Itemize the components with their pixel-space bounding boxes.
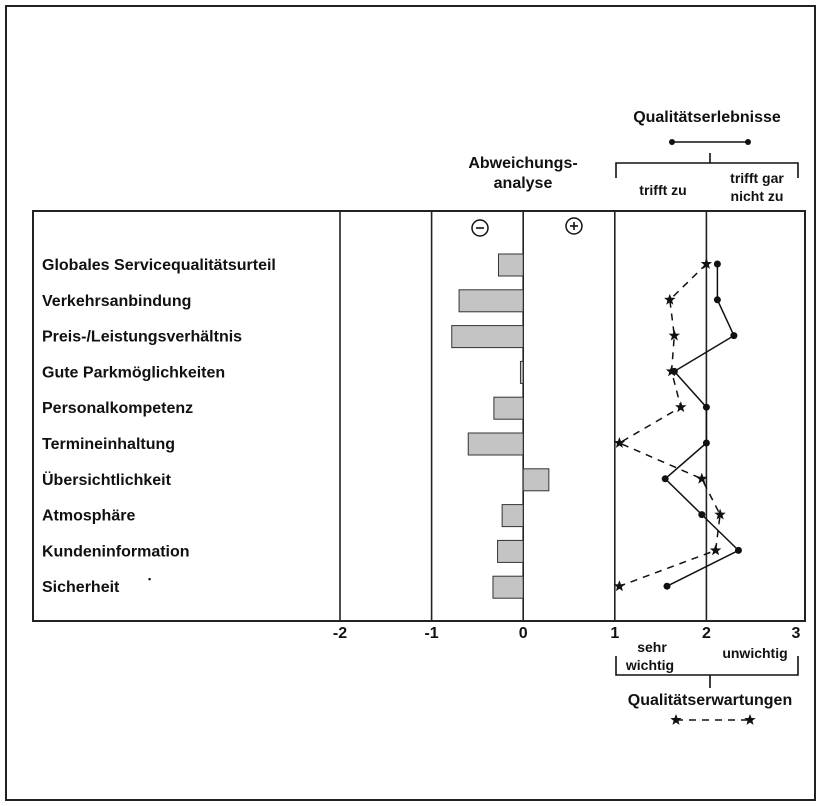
experiences-point bbox=[661, 475, 669, 483]
legend-expectations-marker bbox=[670, 714, 756, 725]
deviation-bar bbox=[493, 396, 524, 420]
category-label: Preis-/Leistungsverhältnis bbox=[42, 329, 242, 346]
category-label: Sicherheit bbox=[42, 579, 120, 596]
deviation-bar bbox=[497, 539, 524, 563]
category-label: Globales Servicequalitätsurteil bbox=[42, 257, 276, 274]
x-tick-labels: -2 -1 0 1 2 3 bbox=[333, 625, 801, 642]
x-tick-label: 3 bbox=[792, 625, 801, 642]
category-label: Verkehrsanbindung bbox=[42, 293, 191, 310]
deviation-bar bbox=[522, 468, 550, 492]
plus-circle-icon bbox=[565, 217, 583, 235]
experiences-point bbox=[702, 439, 710, 447]
legend-expectations-label: Qualitätserwartungen bbox=[628, 692, 792, 709]
bottom-right-rating-label: unwichtig bbox=[722, 645, 787, 661]
category-label: Atmosphäre bbox=[42, 508, 135, 525]
expectations-point bbox=[675, 401, 687, 413]
expectations-point bbox=[665, 365, 678, 377]
expectations-point bbox=[709, 544, 722, 556]
deviation-bar bbox=[467, 432, 524, 456]
top-left-rating-label: trifft zu bbox=[639, 182, 686, 198]
bottom-bracket bbox=[615, 656, 799, 688]
expectations-point bbox=[696, 472, 708, 484]
expectations-line bbox=[617, 263, 721, 587]
category-label: Kundeninformation bbox=[42, 543, 190, 560]
x-tick-label: -2 bbox=[333, 625, 347, 642]
experiences-point bbox=[730, 332, 738, 340]
experiences-point bbox=[734, 546, 742, 554]
legend-experiences-marker bbox=[669, 139, 751, 145]
minus-circle-icon bbox=[471, 219, 489, 237]
top-right-rating-label-line1: trifft gar bbox=[730, 170, 784, 186]
expectations-point bbox=[714, 508, 726, 520]
bottom-left-rating-label-line2: wichtig bbox=[625, 657, 674, 673]
x-tick-label: -1 bbox=[424, 625, 438, 642]
experiences-point bbox=[698, 511, 706, 519]
plot-frame bbox=[32, 210, 806, 622]
deviation-bar bbox=[451, 325, 524, 349]
expectations-point bbox=[613, 437, 626, 448]
deviation-bar bbox=[492, 575, 524, 599]
experiences-point bbox=[713, 296, 721, 304]
x-tick-label: 0 bbox=[519, 625, 528, 642]
rating-series bbox=[613, 258, 742, 592]
bottom-left-rating-label-line1: sehr bbox=[637, 639, 667, 655]
category-label: Termineinhaltung bbox=[42, 436, 175, 453]
deviation-title-line1: Abweichungs- bbox=[468, 155, 577, 172]
expectations-point bbox=[664, 293, 676, 305]
category-labels: Globales Servicequalitätsurteil Verkehrsa… bbox=[42, 257, 276, 596]
legend-experiences-label: Qualitätserlebnisse bbox=[633, 109, 781, 126]
category-label: Personalkompetenz bbox=[42, 400, 193, 417]
deviation-bars bbox=[451, 253, 550, 599]
expectations-point bbox=[613, 580, 626, 592]
deviation-bar bbox=[501, 504, 524, 528]
category-label: Gute Parkmöglichkeiten bbox=[42, 364, 225, 381]
deviation-title-line2: analyse bbox=[494, 175, 553, 192]
expectations-point bbox=[668, 329, 680, 341]
deviation-bar bbox=[497, 253, 524, 277]
x-tick-label: 1 bbox=[610, 625, 619, 642]
sicherheit-mark: • bbox=[148, 574, 151, 584]
category-label: Übersichtlichkeit bbox=[42, 470, 172, 489]
top-bracket bbox=[615, 153, 799, 178]
deviation-bar bbox=[458, 289, 524, 313]
x-tick-label: 2 bbox=[702, 625, 711, 642]
experiences-point bbox=[713, 260, 721, 268]
deviation-bar bbox=[519, 360, 524, 384]
expectations-point bbox=[700, 258, 713, 269]
top-right-rating-label-line2: nicht zu bbox=[731, 188, 784, 204]
experiences-point bbox=[702, 403, 710, 411]
experiences-point bbox=[663, 582, 671, 590]
experiences-line bbox=[664, 264, 740, 587]
